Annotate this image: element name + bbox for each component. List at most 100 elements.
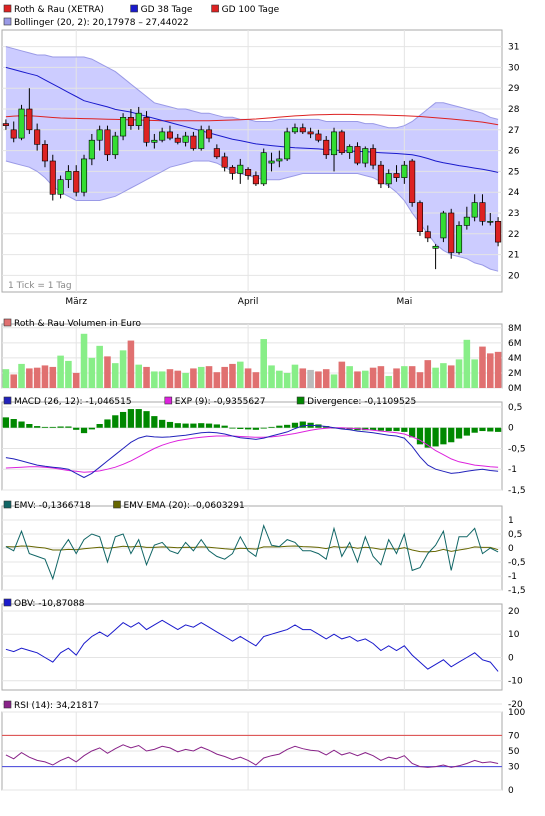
divergence-bar: [34, 426, 40, 428]
volume-bar: [42, 365, 49, 388]
volume-bar: [120, 350, 127, 388]
candle: [456, 225, 461, 252]
candle: [261, 153, 266, 184]
volume-bar: [167, 369, 174, 388]
candle: [363, 149, 368, 164]
candle: [66, 171, 71, 179]
candle: [308, 132, 313, 134]
y-tick-label: 2M: [508, 369, 522, 379]
candle: [81, 159, 86, 192]
legend-label: MACD (26, 12): -1,046515: [14, 397, 132, 407]
volume-bar: [479, 347, 486, 388]
candle: [417, 203, 422, 232]
volume-bar: [448, 365, 455, 388]
y-tick-label: 24: [508, 188, 520, 198]
candle: [27, 109, 32, 130]
candle: [386, 173, 391, 183]
candle: [284, 132, 289, 159]
candle: [347, 146, 352, 152]
y-tick-label: 0: [508, 424, 514, 434]
candle: [105, 130, 110, 155]
divergence-bar: [268, 427, 274, 428]
candle: [253, 176, 258, 184]
divergence-bar: [206, 424, 212, 428]
divergence-bar: [182, 424, 188, 428]
volume-bar: [409, 366, 416, 388]
candle: [73, 171, 78, 192]
candle: [464, 217, 469, 225]
divergence-bar: [65, 426, 71, 427]
divergence-bar: [237, 428, 243, 429]
volume-bar: [339, 362, 346, 388]
candle: [277, 159, 282, 161]
divergence-bar: [495, 428, 501, 432]
y-tick-label: 0M: [508, 384, 522, 394]
candle: [152, 140, 157, 142]
divergence-bar: [464, 428, 470, 436]
volume-bar: [89, 358, 96, 388]
candle: [42, 144, 47, 161]
y-tick-label: 10: [508, 630, 520, 640]
candle: [34, 130, 39, 145]
volume-bar: [81, 334, 88, 388]
legend-swatch: [4, 397, 11, 404]
volume-bar: [18, 364, 25, 388]
candle: [167, 132, 172, 138]
legend-label: GD 100 Tage: [222, 5, 280, 15]
y-tick-label: 28: [508, 105, 520, 115]
candle: [159, 132, 164, 140]
x-tick-label: Mai: [396, 297, 412, 307]
volume-bar: [440, 363, 447, 388]
candle: [472, 203, 477, 218]
candle: [230, 167, 235, 173]
candle: [378, 165, 383, 184]
divergence-bar: [432, 428, 438, 447]
divergence-bar: [167, 422, 173, 428]
candle: [495, 221, 500, 242]
y-tick-label: 20: [508, 607, 520, 617]
volume-bar: [354, 371, 361, 388]
legend-label: Bollinger (20, 2): 20,17978 – 27,44022: [14, 18, 189, 28]
candle: [11, 130, 16, 138]
y-tick-label: 30: [508, 63, 520, 73]
volume-bar: [276, 371, 283, 388]
volume-bar: [245, 368, 252, 388]
legend-swatch: [114, 501, 121, 508]
x-tick-label: März: [65, 297, 87, 307]
volume-bar: [229, 364, 236, 388]
candle: [425, 232, 430, 238]
volume-bar: [260, 339, 267, 388]
divergence-bar: [97, 424, 103, 428]
candle: [3, 124, 8, 126]
candle: [409, 161, 414, 203]
y-tick-label: 70: [508, 731, 520, 741]
y-tick-label: 23: [508, 209, 519, 219]
y-tick-label: 22: [508, 230, 519, 240]
legend-label: EMV EMA (20): -0,0603291: [124, 501, 245, 511]
divergence-bar: [284, 425, 290, 428]
y-tick-label: 1: [508, 516, 514, 526]
volume-bar: [57, 356, 64, 388]
volume-bar: [464, 340, 471, 388]
volume-bar: [432, 368, 439, 388]
y-tick-label: 0: [508, 544, 514, 554]
volume-bar: [159, 371, 166, 388]
volume-bar: [143, 367, 150, 388]
volume-bar: [307, 370, 314, 388]
volume-bar: [104, 356, 111, 388]
divergence-bar: [292, 423, 298, 428]
volume-bar: [495, 352, 502, 388]
candle: [402, 165, 407, 177]
candle: [136, 113, 141, 125]
volume-bar: [182, 373, 189, 388]
divergence-bar: [456, 428, 462, 439]
divergence-bar: [190, 424, 196, 428]
y-tick-label: 8M: [508, 324, 522, 334]
candle: [19, 109, 24, 138]
volume-bar: [284, 373, 291, 388]
candle: [441, 213, 446, 238]
volume-bar: [300, 368, 307, 388]
candle: [89, 140, 94, 159]
volume-bar: [385, 376, 392, 388]
divergence-bar: [159, 420, 165, 428]
